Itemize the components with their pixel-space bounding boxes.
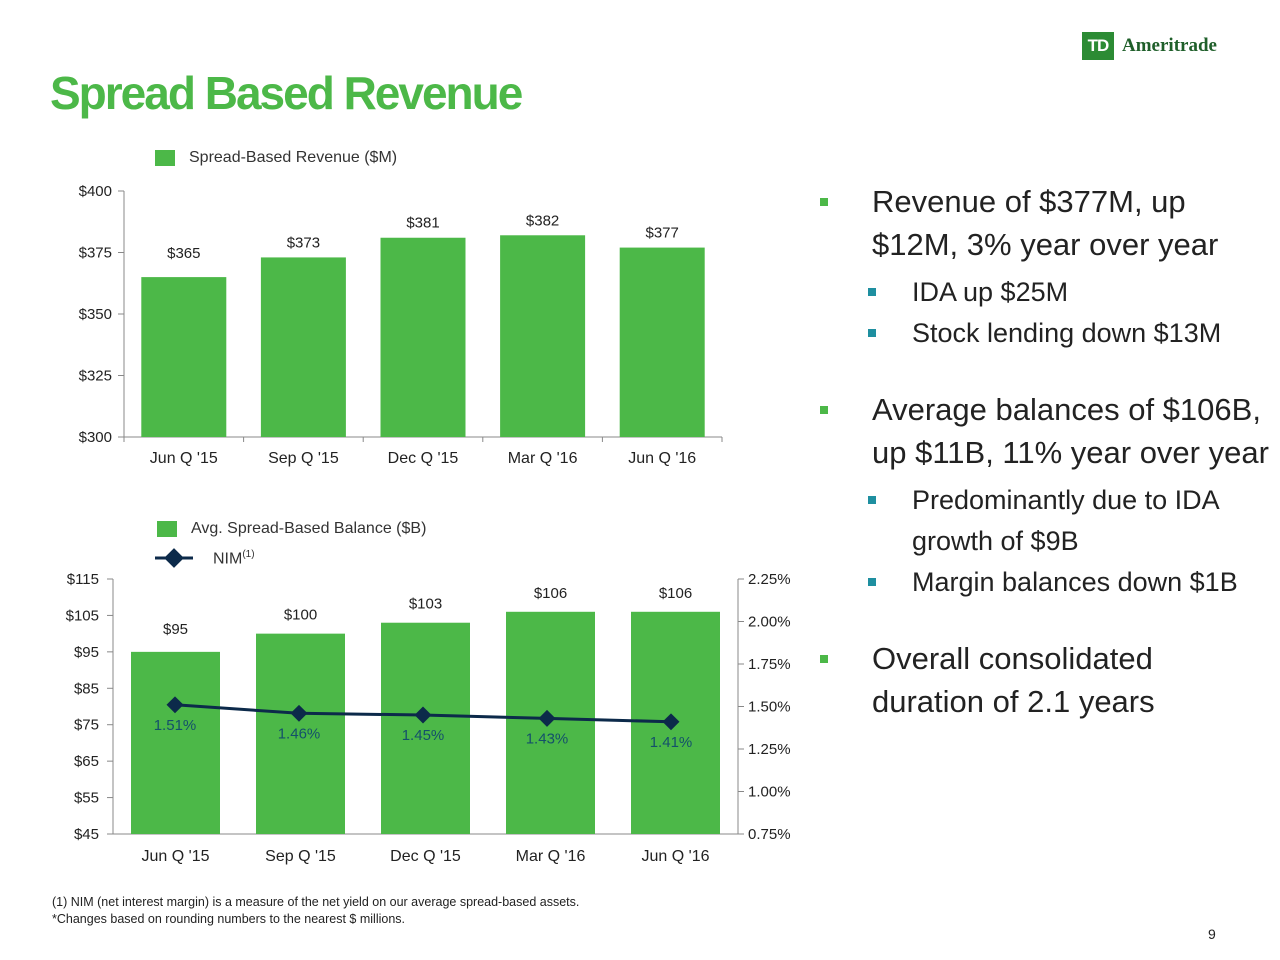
bullet-list: Revenue of $377M, up $12M, 3% year over … — [820, 180, 1270, 729]
nim-legend-footnote-ref: (1) — [242, 549, 255, 560]
revenue-y-tick-label: $400 — [79, 183, 112, 200]
sub-bullet-point: IDA up $25M — [820, 272, 1270, 313]
balance-y-tick-label: $95 — [74, 644, 99, 661]
nim-data-label: 1.41% — [650, 734, 693, 751]
revenue-y-tick-label: $325 — [79, 368, 112, 385]
td-logo-mark: TD — [1082, 32, 1114, 60]
revenue-x-tick-label: Sep Q '15 — [268, 450, 339, 467]
revenue-data-label: $381 — [406, 215, 439, 232]
page-number: 9 — [1208, 926, 1216, 942]
td-ameritrade-logo: TD Ameritrade — [1082, 32, 1217, 60]
balance-y-tick-label: $75 — [74, 717, 99, 734]
nim-y-tick-label: 1.50% — [748, 699, 791, 716]
nim-point — [538, 709, 556, 727]
nim-data-label: 1.45% — [402, 727, 445, 744]
nim-y-tick-label: 0.75% — [748, 826, 791, 843]
bullet-marker-icon — [868, 578, 876, 586]
nim-y-tick-label: 1.00% — [748, 784, 791, 801]
revenue-x-tick-label: Jun Q '15 — [150, 450, 218, 467]
bullet-marker-icon — [820, 406, 828, 414]
nim-point — [414, 706, 432, 724]
bullet-marker-icon — [868, 329, 876, 337]
balance-y-tick-label: $55 — [74, 790, 99, 807]
footnote-rounding: *Changes based on rounding numbers to th… — [52, 912, 405, 926]
balance-data-label: $106 — [659, 585, 692, 602]
bullet-text: Margin balances down $1B — [912, 567, 1238, 597]
revenue-data-label: $365 — [167, 245, 200, 262]
revenue-legend-swatch — [155, 150, 175, 166]
balance-bar — [381, 622, 470, 834]
bullet-text: Stock lending down $13M — [912, 318, 1222, 348]
balance-x-tick-label: Mar Q '16 — [516, 848, 586, 865]
revenue-y-tick-label: $350 — [79, 306, 112, 323]
balance-bar — [256, 633, 345, 834]
balance-x-tick-label: Dec Q '15 — [390, 848, 461, 865]
nim-point — [166, 696, 184, 714]
balance-legend-swatch — [157, 521, 177, 537]
revenue-x-tick-label: Jun Q '16 — [628, 450, 696, 467]
bullet-marker-icon — [820, 655, 828, 663]
nim-y-tick-label: 1.25% — [748, 741, 791, 758]
sub-bullet-point: Predominantly due to IDA growth of $9B — [820, 480, 1270, 562]
revenue-bar — [141, 277, 227, 437]
balance-legend-label: Avg. Spread-Based Balance ($B) — [191, 520, 427, 537]
sub-bullet-point: Stock lending down $13M — [820, 313, 1270, 354]
bullet-text: Revenue of $377M, up $12M, 3% year over … — [872, 184, 1219, 262]
balance-data-label: $95 — [163, 621, 188, 638]
balance-y-tick-label: $65 — [74, 753, 99, 770]
nim-y-tick-label: 1.75% — [748, 656, 791, 673]
nim-y-tick-label: 2.25% — [748, 571, 791, 588]
nim-legend-text: NIM — [213, 550, 243, 568]
revenue-data-label: $377 — [646, 225, 679, 242]
nim-legend-label: NIM(1) — [213, 549, 255, 568]
revenue-legend-label: Spread-Based Revenue ($M) — [189, 149, 398, 166]
nim-data-label: 1.46% — [278, 725, 321, 742]
sub-bullet-point: Margin balances down $1B — [820, 562, 1270, 603]
revenue-data-label: $373 — [287, 234, 320, 251]
bullet-text: IDA up $25M — [912, 277, 1069, 307]
balance-y-tick-label: $85 — [74, 680, 99, 697]
revenue-y-tick-label: $300 — [79, 429, 112, 446]
revenue-bar — [500, 235, 586, 437]
revenue-bar — [260, 257, 346, 437]
bullet-text: Predominantly due to IDA growth of $9B — [912, 485, 1219, 556]
balance-x-tick-label: Sep Q '15 — [265, 848, 336, 865]
revenue-data-label: $382 — [526, 212, 559, 229]
revenue-x-tick-label: Mar Q '16 — [508, 450, 578, 467]
nim-y-tick-label: 2.00% — [748, 614, 791, 631]
bullet-spacer — [820, 354, 1270, 388]
bullet-marker-icon — [868, 288, 876, 296]
balance-x-tick-label: Jun Q '15 — [142, 848, 210, 865]
balance-x-tick-label: Jun Q '16 — [642, 848, 710, 865]
nim-data-label: 1.51% — [154, 717, 197, 734]
page-title: Spread Based Revenue — [50, 67, 523, 119]
bullet-marker-icon — [868, 496, 876, 504]
balance-bar — [131, 651, 220, 834]
bullet-point: Overall consolidated duration of 2.1 yea… — [820, 637, 1270, 723]
bullet-text: Average balances of $106B, up $11B, 11% … — [872, 392, 1269, 470]
footnote-nim: (1) NIM (net interest margin) is a measu… — [52, 895, 580, 909]
bullet-spacer — [820, 603, 1270, 637]
balance-y-tick-label: $115 — [67, 571, 99, 588]
balance-data-label: $103 — [409, 596, 442, 613]
balance-data-label: $106 — [534, 585, 567, 602]
bullet-text: Overall consolidated duration of 2.1 yea… — [872, 641, 1155, 719]
balance-y-tick-label: $105 — [66, 607, 99, 624]
nim-point — [290, 704, 308, 722]
balance-y-tick-label: $45 — [74, 826, 99, 843]
revenue-bar — [619, 247, 705, 437]
bullet-point: Revenue of $377M, up $12M, 3% year over … — [820, 180, 1270, 266]
balance-data-label: $100 — [284, 607, 317, 624]
revenue-bar — [380, 237, 466, 437]
nim-point — [662, 713, 680, 731]
bullet-marker-icon — [820, 198, 828, 206]
bullet-point: Average balances of $106B, up $11B, 11% … — [820, 388, 1270, 474]
logo-wordmark: Ameritrade — [1122, 35, 1217, 56]
revenue-y-tick-label: $375 — [79, 245, 112, 262]
nim-data-label: 1.43% — [526, 730, 569, 747]
revenue-x-tick-label: Dec Q '15 — [388, 450, 459, 467]
